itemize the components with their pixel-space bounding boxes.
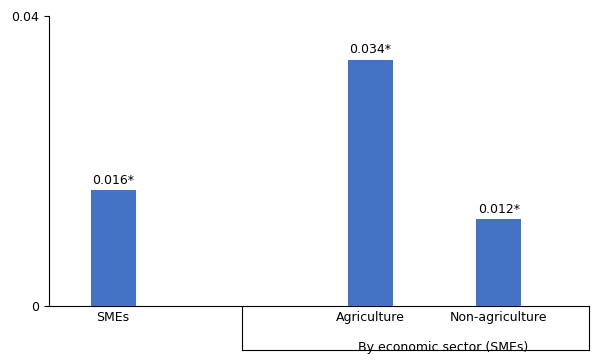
Text: 0.034*: 0.034* — [349, 43, 391, 56]
Bar — [476, 219, 521, 306]
Bar — [348, 60, 393, 306]
Bar — [91, 190, 136, 306]
X-axis label: By economic sector (SMEs): By economic sector (SMEs) — [358, 341, 528, 354]
Text: 0.016*: 0.016* — [92, 174, 134, 187]
Text: 0.012*: 0.012* — [478, 203, 520, 215]
